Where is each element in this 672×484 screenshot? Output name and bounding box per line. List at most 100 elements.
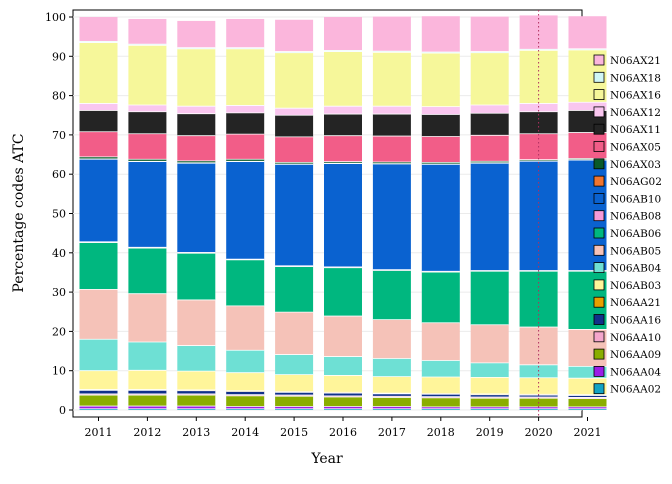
bar-segment: [128, 248, 166, 294]
bar-segment: [275, 392, 313, 395]
bar-segment: [177, 21, 215, 48]
legend-swatch: [594, 193, 604, 203]
legend-label: N06AA10: [610, 332, 661, 344]
bar-segment: [520, 15, 558, 49]
bar-segment: [471, 53, 509, 105]
bar-segment: [324, 17, 362, 50]
bar-segment: [324, 52, 362, 107]
bar-segment: [226, 392, 264, 395]
bar-segment: [471, 377, 509, 394]
bar-segment: [128, 162, 166, 248]
bar-segment: [177, 391, 215, 394]
legend-swatch: [594, 263, 604, 273]
bar-segment: [275, 375, 313, 392]
bar-segment: [275, 137, 313, 163]
bar-segment: [471, 398, 509, 407]
legend-label: N06AA21: [610, 297, 661, 309]
bar-segment: [275, 396, 313, 406]
bar-segment: [471, 163, 509, 270]
bar-segment: [373, 377, 411, 394]
legend-label: N06AX21: [610, 55, 661, 67]
bar-segment: [80, 371, 118, 390]
bar-segment: [324, 397, 362, 406]
bar-segment: [373, 359, 411, 377]
legend-swatch: [594, 159, 604, 169]
legend-swatch: [594, 228, 604, 238]
legend-label: N06AB03: [610, 280, 661, 292]
legend-label: N06AX05: [610, 142, 661, 154]
bar-segment: [80, 390, 118, 394]
bar-segment: [422, 398, 460, 407]
bar-segment: [422, 16, 460, 52]
bar-segment: [275, 312, 313, 354]
bar-segment: [177, 371, 215, 390]
x-axis-title: Year: [310, 451, 343, 467]
bar-segment: [80, 289, 118, 339]
bar-segment: [275, 164, 313, 265]
bar-segment: [324, 316, 362, 356]
bar-segment: [324, 393, 362, 396]
legend-swatch: [594, 280, 604, 290]
bar-segment: [373, 164, 411, 270]
legend-item: N06AB10: [594, 193, 661, 205]
legend-swatch: [594, 211, 604, 221]
legend-item: N06AB03: [594, 280, 661, 292]
bar-segment: [226, 162, 264, 259]
y-tick-label: 100: [45, 11, 66, 24]
bar-segment: [226, 396, 264, 407]
legend-item: N06AA21: [594, 297, 661, 309]
legend-label: N06AA16: [610, 315, 661, 327]
legend-label: N06AG02: [610, 176, 662, 188]
bar-segment: [422, 164, 460, 271]
legend-swatch: [594, 55, 604, 65]
bar-segment: [177, 253, 215, 300]
x-tick-label: 2018: [427, 426, 455, 439]
legend-label: N06AX18: [610, 72, 661, 84]
legend-item: N06AX03: [594, 159, 661, 171]
bar-segment: [569, 399, 607, 407]
legend-label: N06AB04: [610, 263, 662, 275]
x-tick-label: 2016: [329, 426, 357, 439]
bar-segment: [324, 357, 362, 376]
bar-stack-2015: [275, 20, 313, 410]
bar-segment: [324, 268, 362, 316]
bar-segment: [177, 136, 215, 161]
y-axis-title: Percentage codes ATC: [11, 133, 27, 292]
bar-stack-2012: [128, 19, 166, 410]
bar-segment: [275, 267, 313, 313]
y-tick-label: 70: [52, 129, 66, 142]
bar-segment: [373, 52, 411, 106]
bar-stack-2018: [422, 16, 460, 410]
bar-segment: [422, 136, 460, 162]
bar-segment: [324, 375, 362, 392]
legend-label: N06AA09: [610, 349, 661, 361]
bar-stack-2019: [471, 17, 509, 410]
legend-item: N06AA09: [594, 349, 661, 361]
legend-label: N06AX11: [610, 124, 661, 136]
legend-swatch: [594, 384, 604, 394]
bar-segment: [324, 114, 362, 136]
bar-stack-2017: [373, 17, 411, 410]
legend-item: N06AA10: [594, 332, 661, 344]
legend-label: N06AX03: [610, 159, 661, 171]
bar-segment: [128, 390, 166, 394]
legend-item: N06AG02: [594, 176, 662, 188]
bar-segment: [324, 136, 362, 162]
legend-label: N06AX16: [610, 90, 661, 102]
y-tick-label: 0: [59, 404, 66, 417]
bar-segment: [177, 406, 215, 409]
legend-item: N06AX11: [594, 124, 661, 136]
legend-item: N06AX21: [594, 55, 661, 67]
bar-segment: [177, 300, 215, 346]
legend-item: N06AA02: [594, 384, 661, 396]
legend-item: N06AX18: [594, 72, 661, 84]
legend-item: N06AA04: [594, 366, 661, 378]
legend-swatch: [594, 142, 604, 152]
legend-item: N06AB06: [594, 228, 662, 240]
bar-segment: [226, 113, 264, 134]
bar-segment: [177, 106, 215, 113]
